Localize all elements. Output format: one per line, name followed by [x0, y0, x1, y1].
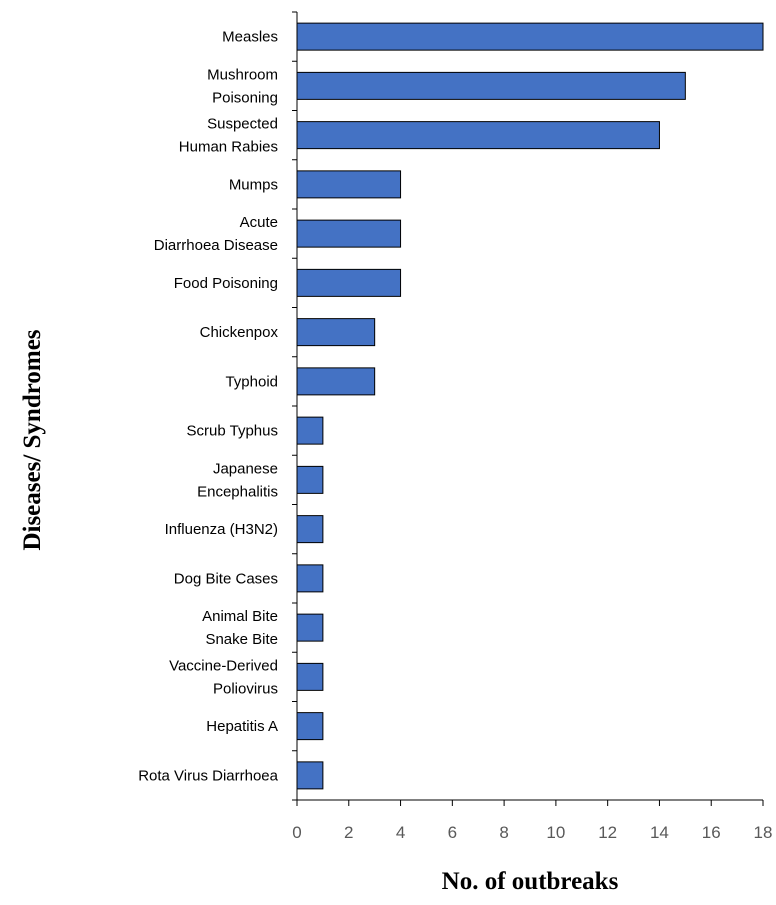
- category-label-line: Poliovirus: [213, 680, 278, 697]
- bar: [296, 613, 324, 642]
- category-label-line: Suspected: [207, 116, 278, 133]
- category-label-line: Japanese: [213, 460, 278, 477]
- category-label-line: Food Poisoning: [174, 275, 278, 292]
- category-label: Rota Virus Diarrhoea: [138, 767, 278, 784]
- category-label: Animal Bite Snake Bite: [202, 608, 278, 648]
- category-label: Food Poisoning: [174, 275, 278, 292]
- x-tick-label: 2: [344, 823, 353, 842]
- x-tick-label: 4: [396, 823, 405, 842]
- category-label: Dog Bite Cases: [174, 570, 278, 587]
- x-tick-labels: 0 2 4 6 8 10 12 14 16 18: [292, 823, 772, 842]
- bars-group: [296, 22, 764, 790]
- y-axis-title: Diseases/ Syndromes: [19, 329, 46, 550]
- category-label-line: Mushroom: [207, 66, 278, 83]
- category-label: Acute Diarrhoea Disease: [154, 214, 278, 254]
- category-label-line: Encephalitis: [197, 483, 278, 500]
- category-label: Mumps: [229, 176, 278, 193]
- category-label: Typhoid: [225, 373, 278, 390]
- category-label-line: Dog Bite Cases: [174, 570, 278, 587]
- category-label: Chickenpox: [200, 324, 279, 341]
- category-label-line: Vaccine-Derived: [169, 657, 278, 674]
- category-label: Vaccine-Derived Poliovirus: [169, 657, 278, 697]
- category-label-line: Animal Bite: [202, 608, 278, 625]
- x-tick-label: 8: [499, 823, 508, 842]
- bar: [296, 121, 660, 150]
- x-axis-title: No. of outbreaks: [442, 868, 619, 895]
- x-tick-label: 12: [598, 823, 617, 842]
- x-tick-label: 18: [754, 823, 773, 842]
- bar: [296, 416, 324, 445]
- category-label-line: Typhoid: [225, 373, 278, 390]
- bar: [296, 170, 402, 199]
- x-tick-label: 0: [292, 823, 301, 842]
- bar: [296, 268, 402, 297]
- category-label-line: Chickenpox: [200, 324, 279, 341]
- category-label: Mushroom Poisoning: [207, 66, 278, 106]
- bar: [296, 761, 324, 790]
- category-label-line: Mumps: [229, 176, 278, 193]
- category-labels: Measles Mushroom Poisoning Suspected Human R…: [138, 29, 278, 785]
- x-tick-label: 16: [702, 823, 721, 842]
- bar: [296, 318, 376, 347]
- category-label-line: Hepatitis A: [206, 718, 278, 735]
- category-label-line: Rota Virus Diarrhoea: [138, 767, 278, 784]
- category-label: Influenza (H3N2): [165, 521, 278, 538]
- bar: [296, 515, 324, 544]
- category-label: Scrub Typhus: [187, 423, 278, 440]
- x-tick-label: 6: [448, 823, 457, 842]
- category-label-line: Influenza (H3N2): [165, 521, 278, 538]
- bar: [296, 71, 686, 100]
- category-label-line: Measles: [222, 29, 278, 46]
- x-tick-label: 14: [650, 823, 669, 842]
- bar: [296, 564, 324, 593]
- bar: [296, 465, 324, 494]
- category-label-line: Human Rabies: [179, 139, 278, 156]
- category-label-line: Diarrhoea Disease: [154, 237, 278, 254]
- category-label-line: Scrub Typhus: [187, 423, 278, 440]
- category-label-line: Snake Bite: [205, 631, 278, 648]
- category-label: Suspected Human Rabies: [179, 116, 278, 156]
- bar: [296, 219, 402, 248]
- bar: [296, 712, 324, 741]
- bar: [296, 662, 324, 691]
- category-label-line: Poisoning: [212, 89, 278, 106]
- x-tick-label: 10: [546, 823, 565, 842]
- category-label: Measles: [222, 29, 278, 46]
- bar: [296, 22, 764, 51]
- category-label-line: Acute: [240, 214, 278, 231]
- bar: [296, 367, 376, 396]
- axes: [292, 11, 764, 806]
- category-label: Japanese Encephalitis: [197, 460, 278, 500]
- category-label: Hepatitis A: [206, 718, 278, 735]
